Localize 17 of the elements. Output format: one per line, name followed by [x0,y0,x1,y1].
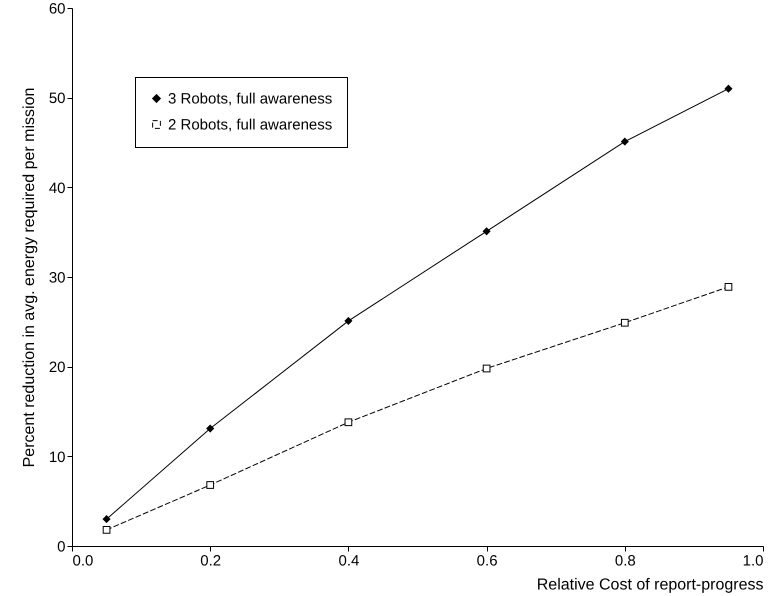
x-tick-label: 0.0 [72,552,94,570]
y-tick-label: 60 [48,0,66,18]
y-tick-label: 40 [48,180,66,197]
y-tick-label: 10 [48,448,66,466]
y-tick-label: 20 [48,359,66,376]
y-tick-label: 0 [57,538,66,556]
y-tick-label: 50 [48,90,66,108]
legend-label: 3 Robots, full awareness [168,90,332,108]
x-tick-label: 0.4 [338,552,360,570]
x-axis-title: Relative Cost of report-progress [536,576,764,594]
legend-label: 2 Robots, full awareness [168,116,332,134]
x-tick-label: 1.0 [742,552,764,570]
y-axis-title: Percent reduction in avg. energy required per mission [20,88,38,468]
x-tick-label: 0.8 [614,552,636,570]
x-tick-label: 0.6 [476,552,498,570]
x-tick-label: 0.2 [200,552,222,570]
y-tick-label: 30 [48,270,66,286]
